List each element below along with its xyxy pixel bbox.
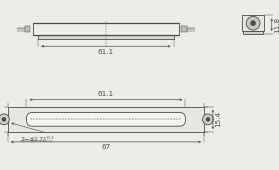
Circle shape: [2, 117, 6, 121]
Bar: [38, 36, 174, 39]
Text: 67: 67: [101, 144, 110, 150]
Bar: [242, 15, 264, 31]
Circle shape: [206, 117, 210, 121]
Text: 11.8: 11.8: [274, 17, 279, 33]
Bar: [33, 23, 179, 36]
Circle shape: [203, 114, 213, 125]
Circle shape: [0, 114, 9, 125]
Text: 61.1: 61.1: [98, 91, 114, 97]
Bar: [243, 31, 263, 34]
Text: 15.4: 15.4: [215, 111, 221, 127]
Text: 61.1: 61.1: [98, 49, 114, 55]
Circle shape: [246, 16, 260, 30]
FancyBboxPatch shape: [27, 113, 186, 126]
Bar: [8, 107, 204, 132]
Bar: [25, 26, 30, 32]
Text: $\mathsf{2{-}\phi2.7}^{+0.1}_{0}$: $\mathsf{2{-}\phi2.7}^{+0.1}_{0}$: [20, 134, 55, 145]
Circle shape: [251, 21, 256, 26]
Bar: [181, 26, 187, 32]
